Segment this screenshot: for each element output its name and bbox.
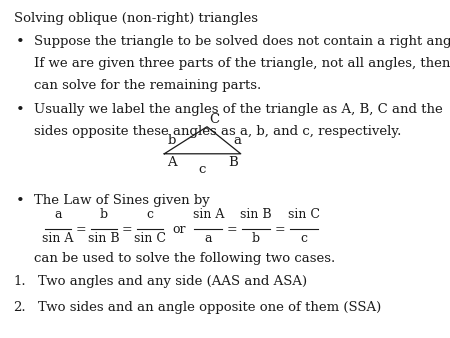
Text: •: • — [16, 35, 24, 49]
Text: Solving oblique (non-right) triangles: Solving oblique (non-right) triangles — [14, 12, 257, 25]
Text: sin C: sin C — [288, 209, 320, 221]
Text: b: b — [252, 232, 260, 244]
Text: c: c — [199, 163, 206, 176]
Text: •: • — [16, 194, 24, 208]
Text: sin A: sin A — [42, 232, 74, 244]
Text: A: A — [167, 156, 176, 169]
Text: Suppose the triangle to be solved does not contain a right angle.: Suppose the triangle to be solved does n… — [34, 35, 450, 48]
Text: can be used to solve the following two cases.: can be used to solve the following two c… — [34, 252, 335, 265]
Text: or: or — [172, 223, 185, 236]
Text: Two angles and any side (AAS and ASA): Two angles and any side (AAS and ASA) — [38, 275, 307, 288]
Text: b: b — [167, 134, 176, 147]
Text: c: c — [146, 209, 153, 221]
Text: B: B — [228, 156, 238, 169]
Text: c: c — [300, 232, 307, 244]
Text: a: a — [54, 209, 62, 221]
Text: can solve for the remaining parts.: can solve for the remaining parts. — [34, 79, 261, 92]
Text: sin C: sin C — [134, 232, 166, 244]
Text: a: a — [205, 232, 212, 244]
Text: The Law of Sines given by: The Law of Sines given by — [34, 194, 210, 207]
Text: sin A: sin A — [193, 209, 224, 221]
Text: Two sides and an angle opposite one of them (SSA): Two sides and an angle opposite one of t… — [38, 301, 382, 314]
Text: C: C — [209, 113, 220, 126]
Text: •: • — [16, 103, 24, 117]
Text: =: = — [227, 223, 238, 236]
Text: If we are given three parts of the triangle, not all angles, then we: If we are given three parts of the trian… — [34, 57, 450, 70]
Text: sides opposite these angles as a, b, and c, respectively.: sides opposite these angles as a, b, and… — [34, 125, 401, 138]
Text: 1.: 1. — [14, 275, 26, 288]
Text: Usually we label the angles of the triangle as A, B, C and the: Usually we label the angles of the trian… — [34, 103, 442, 116]
Text: 2.: 2. — [14, 301, 26, 314]
Text: a: a — [234, 134, 242, 147]
Text: =: = — [122, 223, 132, 236]
Text: sin B: sin B — [88, 232, 120, 244]
Text: b: b — [100, 209, 108, 221]
Text: sin B: sin B — [240, 209, 272, 221]
Text: =: = — [274, 223, 285, 236]
Text: =: = — [76, 223, 86, 236]
